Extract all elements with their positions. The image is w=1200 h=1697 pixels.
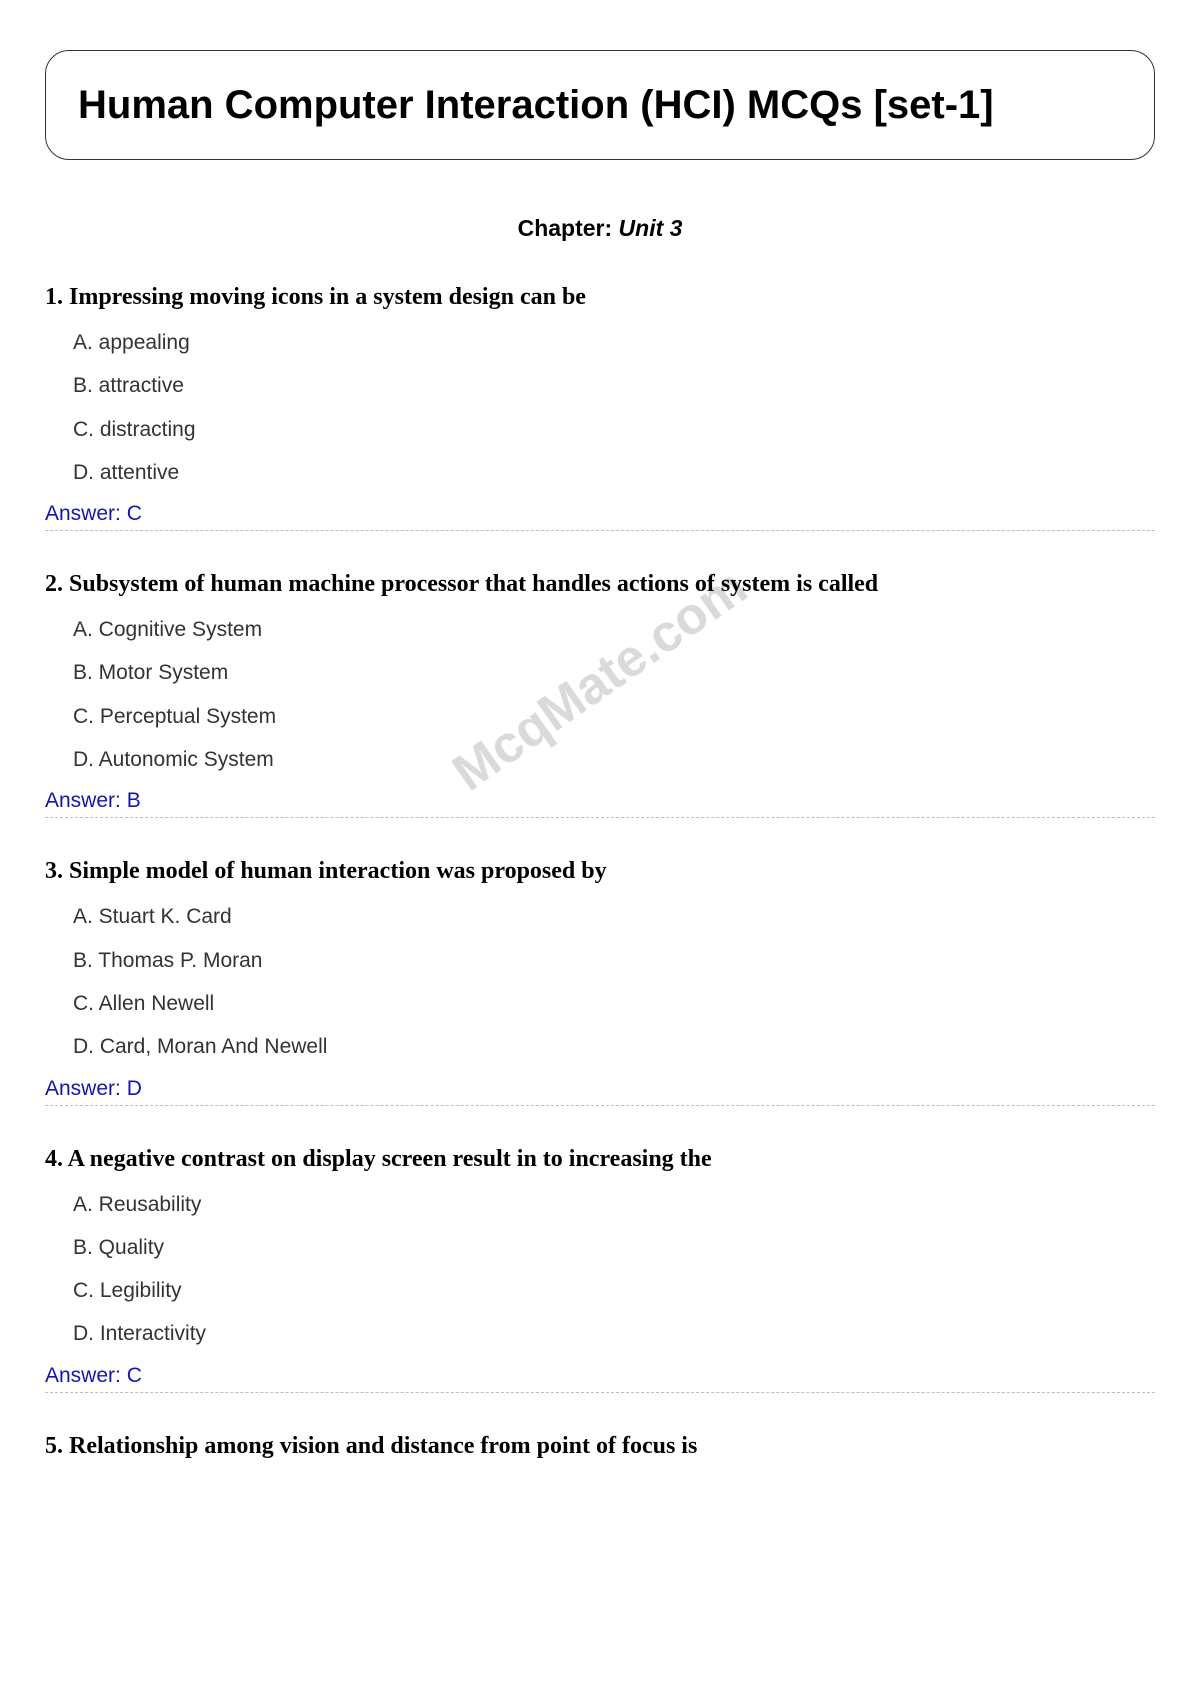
option: B. attractive: [73, 372, 1155, 399]
answer-line: Answer: C: [45, 1364, 1155, 1388]
option: D. attentive: [73, 459, 1155, 486]
answer-line: Answer: D: [45, 1077, 1155, 1101]
option: A. appealing: [73, 329, 1155, 356]
option: C. distracting: [73, 416, 1155, 443]
question-text: 4. A negative contrast on display screen…: [45, 1146, 1155, 1173]
answer-line: Answer: B: [45, 789, 1155, 813]
answer-line: Answer: C: [45, 502, 1155, 526]
question-text: 1. Impressing moving icons in a system d…: [45, 284, 1155, 311]
divider: [45, 1392, 1155, 1393]
option: A. Stuart K. Card: [73, 903, 1155, 930]
option: C. Allen Newell: [73, 990, 1155, 1017]
option: C. Perceptual System: [73, 703, 1155, 730]
question-block: 1. Impressing moving icons in a system d…: [45, 284, 1155, 531]
option: D. Autonomic System: [73, 746, 1155, 773]
page-title: Human Computer Interaction (HCI) MCQs [s…: [78, 79, 1122, 131]
option: B. Thomas P. Moran: [73, 947, 1155, 974]
question-block: 5. Relationship among vision and distanc…: [45, 1433, 1155, 1460]
option: C. Legibility: [73, 1277, 1155, 1304]
option: D. Card, Moran And Newell: [73, 1033, 1155, 1060]
question-block: 3. Simple model of human interaction was…: [45, 858, 1155, 1105]
option: B. Quality: [73, 1234, 1155, 1261]
option: D. Interactivity: [73, 1320, 1155, 1347]
option: A. Reusability: [73, 1191, 1155, 1218]
divider: [45, 817, 1155, 818]
option: A. Cognitive System: [73, 616, 1155, 643]
question-text: 2. Subsystem of human machine processor …: [45, 571, 1155, 598]
question-block: 4. A negative contrast on display screen…: [45, 1146, 1155, 1393]
question-text: 5. Relationship among vision and distanc…: [45, 1433, 1155, 1460]
title-box: Human Computer Interaction (HCI) MCQs [s…: [45, 50, 1155, 160]
chapter-unit: Unit 3: [619, 215, 683, 241]
content-wrapper: Human Computer Interaction (HCI) MCQs [s…: [45, 50, 1155, 1460]
question-block: 2. Subsystem of human machine processor …: [45, 571, 1155, 818]
chapter-line: Chapter: Unit 3: [45, 215, 1155, 242]
chapter-label: Chapter:: [518, 215, 619, 241]
question-text: 3. Simple model of human interaction was…: [45, 858, 1155, 885]
divider: [45, 530, 1155, 531]
questions-container: 1. Impressing moving icons in a system d…: [45, 284, 1155, 1460]
option: B. Motor System: [73, 659, 1155, 686]
divider: [45, 1105, 1155, 1106]
